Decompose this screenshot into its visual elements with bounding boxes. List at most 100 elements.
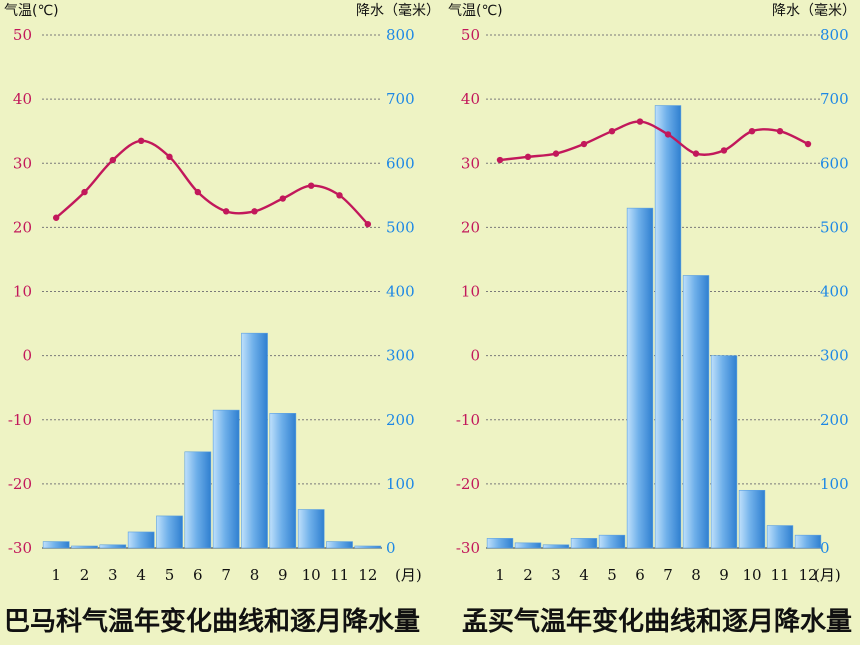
- mumbai-precip-bar: [738, 489, 766, 549]
- bamako-temp-ticks: 50 40 30 20 10 0 -10 -20 -30: [8, 26, 32, 557]
- mumbai-precip-bar: [626, 207, 654, 549]
- mumbai-temp-tick-label: -10: [456, 411, 480, 429]
- bamako-temp-point: [364, 220, 372, 228]
- mumbai-temp-point: [720, 147, 728, 154]
- bamako-temp-tick-label: 20: [13, 218, 32, 236]
- mumbai-temp-tick-label: 40: [461, 90, 480, 108]
- bamako-temp-point: [279, 195, 287, 202]
- mumbai-precip-bars: [486, 105, 822, 549]
- mumbai-temp-tick-label: -20: [456, 475, 480, 493]
- bamako-temp-curve: [52, 137, 372, 228]
- bamako-temp-point: [336, 192, 343, 199]
- bamako-gridlines: [42, 34, 382, 549]
- bamako-precip-bar: [71, 545, 98, 549]
- mumbai-temp-point: [776, 127, 784, 135]
- bamako-temp-tick-label: -20: [8, 475, 32, 493]
- bamako-temp-tick-label: -10: [8, 411, 32, 429]
- bamako-temp-point: [52, 214, 60, 221]
- mumbai-precip-tick-label: 100: [820, 475, 849, 493]
- bamako-precip-bar: [156, 515, 183, 549]
- mumbai-temp-point: [748, 127, 756, 135]
- mumbai-precip-bar: [794, 534, 822, 549]
- mumbai-precip-tick-label: 500: [820, 218, 849, 236]
- mumbai-gridlines: [486, 34, 822, 549]
- mumbai-temp-tick-label: 10: [461, 283, 480, 301]
- mumbai-temp-tick-label: 20: [461, 218, 480, 236]
- bamako-temp-point: [109, 156, 117, 164]
- bamako-precip-tick-label: 200: [386, 411, 415, 429]
- bamako-month-tick-label: 8: [250, 566, 260, 584]
- mumbai-temp-line: [499, 120, 809, 162]
- bamako-temp-point: [81, 188, 88, 196]
- mumbai-precip-bar: [654, 105, 682, 549]
- mumbai-precip-ticks: 800 700 600 500 400 300 200 100 0: [820, 26, 849, 557]
- mumbai-precip-bar: [514, 542, 542, 549]
- mumbai-precip-tick-label: 400: [820, 283, 849, 301]
- bamako-temp-axis-label: 气温(℃): [4, 3, 59, 19]
- mumbai-precip-bar: [542, 544, 570, 549]
- bamako-precip-tick-label: 500: [386, 218, 415, 236]
- mumbai-temp-point: [552, 150, 560, 157]
- mumbai-precip-tick-label: 0: [820, 539, 830, 557]
- bamako-precip-tick-label: 700: [386, 90, 415, 108]
- bamako-precip-bars: [42, 332, 382, 549]
- bamako-month-tick-label: 9: [278, 566, 288, 584]
- mumbai-precip-tick-label: 200: [820, 411, 849, 429]
- bamako-precip-bar: [297, 509, 325, 549]
- bamako-month-tick-label: 7: [221, 566, 231, 584]
- bamako-precip-bar: [184, 451, 212, 549]
- bamako-precip-bar: [212, 409, 240, 549]
- mumbai-month-tick-label: 7: [663, 566, 673, 584]
- bamako-temp-point: [166, 153, 173, 161]
- bamako-month-tick-label: 2: [80, 566, 90, 584]
- mumbai-month-tick-label: 3: [551, 566, 561, 584]
- mumbai-precip-bar: [570, 538, 598, 549]
- bamako-precip-bar: [127, 531, 155, 549]
- bamako-precip-tick-label: 400: [386, 283, 415, 301]
- bamako-temp-point: [307, 182, 315, 189]
- bamako-precip-axis-label: 降水（毫米）: [356, 2, 440, 19]
- mumbai-month-tick-label: 6: [635, 566, 645, 584]
- bamako-temp-tick-label: -30: [8, 539, 32, 557]
- mumbai-month-tick-label: 9: [719, 566, 729, 584]
- bamako-temp-tick-label: 10: [13, 283, 32, 301]
- mumbai-temp-axis-label: 气温(℃): [448, 3, 503, 19]
- mumbai-temp-point: [496, 156, 504, 164]
- mumbai-month-tick-label: 4: [579, 566, 589, 584]
- mumbai-precip-bar: [486, 538, 514, 549]
- mumbai-precip-bar: [710, 355, 738, 549]
- mumbai-temp-tick-label: -30: [456, 539, 480, 557]
- mumbai-month-tick-label: 10: [742, 566, 761, 584]
- mumbai-temp-point: [524, 153, 532, 161]
- mumbai-month-ticks: 1 2 3 4 5 6 7 8 9 10 11 12: [495, 566, 817, 584]
- bamako-month-tick-label: 6: [193, 566, 203, 584]
- bamako-temp-point: [251, 208, 258, 215]
- bamako-precip-bar: [269, 413, 297, 549]
- bamako-temp-point: [194, 188, 202, 196]
- bamako-month-tick-label: 10: [302, 566, 321, 584]
- bamako-precip-tick-label: 0: [386, 539, 396, 557]
- mumbai-temp-point: [608, 127, 616, 135]
- bamako-month-tick-label: 3: [108, 566, 118, 584]
- mumbai-temp-point: [692, 150, 700, 157]
- bamako-precip-bar: [326, 541, 353, 549]
- bamako-month-tick-label: 5: [165, 566, 175, 584]
- mumbai-month-tick-label: 1: [495, 566, 505, 584]
- mumbai-temp-point: [804, 140, 812, 148]
- bamako-temp-tick-label: 40: [13, 90, 32, 108]
- mumbai-month-unit: (月): [814, 566, 841, 584]
- bamako-precip-bar: [241, 332, 268, 549]
- bamako-precip-tick-label: 600: [386, 154, 415, 172]
- bamako-temp-tick-label: 0: [22, 347, 32, 365]
- mumbai-precip-bar: [682, 275, 710, 549]
- mumbai-month-tick-label: 2: [523, 566, 533, 584]
- mumbai-precip-tick-label: 300: [820, 347, 849, 365]
- mumbai-month-tick-label: 11: [770, 566, 789, 584]
- bamako-temp-point: [137, 137, 145, 145]
- bamako-temp-tick-label: 30: [13, 154, 32, 172]
- mumbai-precip-axis-label: 降水（毫米）: [772, 2, 856, 19]
- mumbai-temp-tick-label: 30: [461, 154, 480, 172]
